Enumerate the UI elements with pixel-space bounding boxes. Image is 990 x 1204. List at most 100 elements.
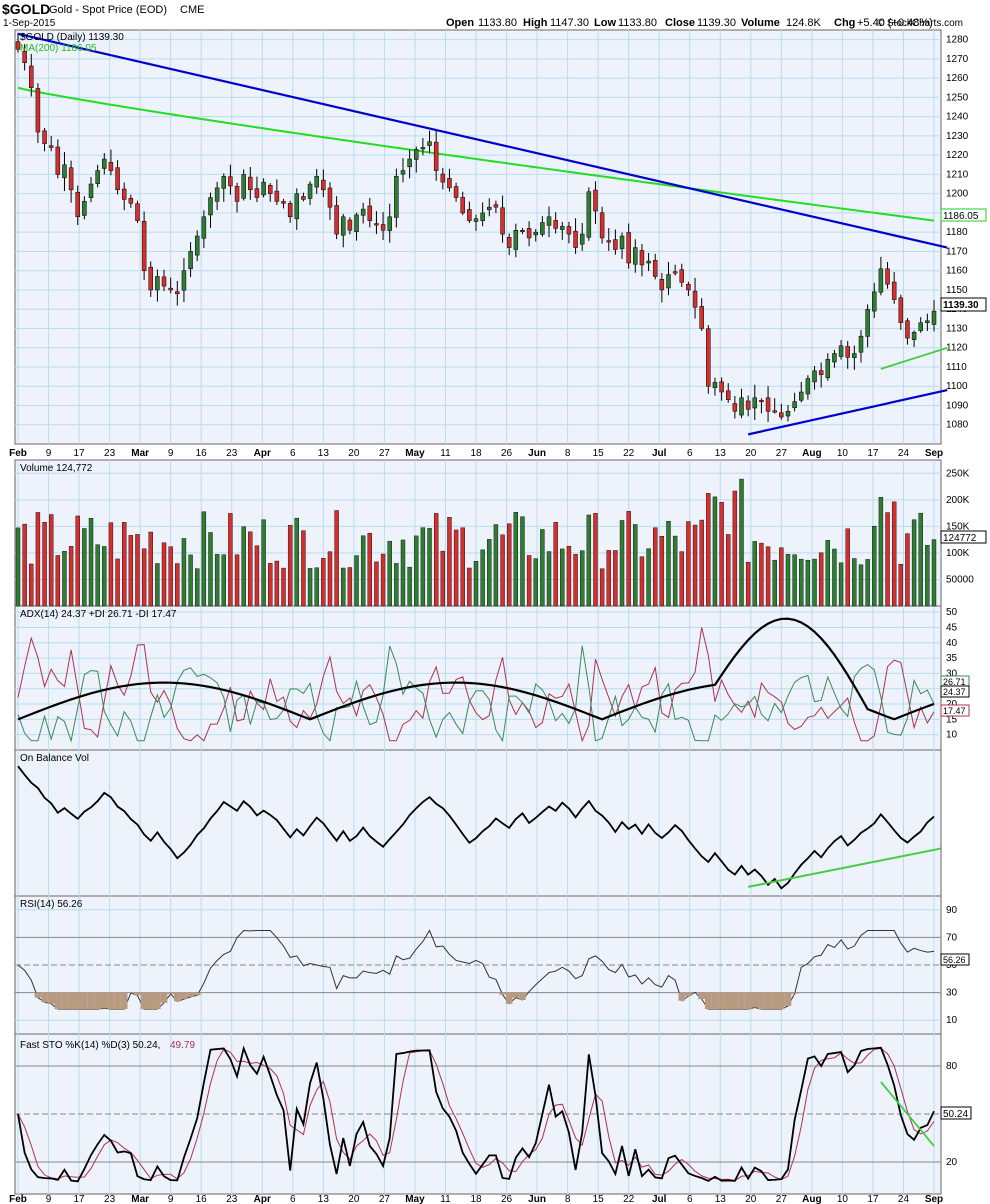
rsi-oversold-fill <box>41 992 48 1003</box>
plus-di-box: 26.71 <box>943 677 966 687</box>
candle-body <box>752 397 758 409</box>
volume-bar <box>95 544 100 607</box>
volume-bar <box>513 512 519 607</box>
candle-body <box>672 271 678 274</box>
candle-body <box>420 147 426 150</box>
rsi-box: 56.26 <box>943 955 966 965</box>
volume-bar <box>201 511 207 607</box>
candle-body <box>513 230 519 250</box>
adx-tick-label: 15 <box>946 714 958 725</box>
volume-bars <box>15 478 937 607</box>
volume-bar <box>799 558 804 607</box>
candle-body <box>765 397 771 412</box>
volume-bar <box>367 532 372 607</box>
volume-value: 124.8K <box>786 17 822 29</box>
rsi-oversold-fill <box>731 992 739 1010</box>
x-tick-label-top: 15 <box>593 448 605 459</box>
volume-bar <box>865 559 870 607</box>
rsi-oversold-fill <box>193 992 201 996</box>
candle-body <box>911 332 917 341</box>
volume-bar <box>268 563 273 607</box>
x-tick-label-bottom: Jul <box>652 1194 667 1204</box>
volume-bar <box>274 560 280 607</box>
x-tick-label-bottom: 8 <box>565 1194 571 1204</box>
x-tick-label-bottom: Feb <box>9 1194 27 1204</box>
candle-body <box>414 149 419 160</box>
volume-bar <box>918 512 923 607</box>
rsi-oversold-fill <box>167 992 174 994</box>
candle-body <box>327 187 333 208</box>
volume-bar <box>228 513 233 607</box>
volume-bar <box>88 517 94 607</box>
volume-bar <box>141 548 147 607</box>
volume-bar <box>62 551 67 607</box>
volume-bar <box>453 529 459 607</box>
candle-body <box>175 291 180 295</box>
close-value: 1139.30 <box>697 17 736 29</box>
candle-body <box>500 207 505 235</box>
volume-bar <box>460 527 465 607</box>
ma200-polyline <box>17 86 935 222</box>
x-tick-label-bottom: 9 <box>46 1194 52 1204</box>
rsi-title: RSI(14) 56.26 <box>20 899 83 910</box>
candle-body <box>248 176 253 191</box>
volume-bar <box>666 521 671 607</box>
x-tick-label-bottom: Aug <box>802 1194 821 1204</box>
volume-bar <box>526 555 532 607</box>
x-tick-label-bottom: 26 <box>501 1194 513 1204</box>
x-tick-label-top: Aug <box>802 448 821 459</box>
volume-bar <box>374 561 379 607</box>
volume-bar <box>759 542 764 607</box>
rsi-oversold-fill <box>771 992 779 1010</box>
candle-body <box>294 193 300 220</box>
volume-bar <box>546 551 552 607</box>
candle-body <box>593 189 598 212</box>
volume-bar <box>55 555 61 607</box>
candle-body <box>891 281 897 300</box>
candle-body <box>427 141 432 146</box>
candle-body <box>779 412 784 418</box>
x-tick-label-bottom: 23 <box>226 1194 238 1204</box>
x-tick-label-bottom: May <box>405 1194 425 1204</box>
volume-bar <box>706 493 711 607</box>
rsi-oversold-fill <box>61 992 68 1010</box>
x-tick-label-top: 17 <box>74 448 86 459</box>
rsi-tick-label: 10 <box>946 1015 958 1026</box>
volume-bar <box>29 563 34 607</box>
candle-body <box>845 346 850 358</box>
rsi-oversold-fill <box>74 992 82 1010</box>
volume-bar <box>467 567 472 607</box>
volume-bar <box>586 514 592 607</box>
volume-bar <box>42 521 47 607</box>
volume-bar <box>487 539 492 607</box>
rsi-oversold-fill <box>778 992 785 1010</box>
candle-body <box>453 186 459 198</box>
volume-bar <box>619 520 625 607</box>
candle-body <box>155 276 160 291</box>
candle-body <box>473 218 479 222</box>
volume-bar <box>307 568 313 607</box>
x-tick-label-top: 22 <box>623 448 635 459</box>
volume-bar <box>287 525 293 607</box>
candle-body <box>818 370 824 375</box>
rsi-tick-label: 90 <box>946 905 958 916</box>
volume-bar <box>885 512 890 607</box>
rsi-oversold-fill <box>499 992 506 995</box>
volume-bar <box>314 567 319 607</box>
volume-bar <box>414 535 419 607</box>
volume-bar <box>75 515 80 607</box>
symbol-label: $GOLD <box>2 1 50 17</box>
volume-bar <box>234 554 240 607</box>
candle-body <box>878 268 884 293</box>
volume-bar <box>752 541 757 607</box>
candle-body <box>168 287 173 291</box>
candle-body <box>274 190 280 202</box>
rsi-oversold-fill <box>505 992 513 1004</box>
candle-body <box>88 183 94 198</box>
price-tick-label: 1110 <box>946 362 967 373</box>
trend-lines <box>17 32 948 436</box>
volume-bar <box>35 512 41 607</box>
volume-bar <box>825 540 830 607</box>
volume-bar <box>626 511 631 607</box>
candle-body <box>68 167 74 191</box>
